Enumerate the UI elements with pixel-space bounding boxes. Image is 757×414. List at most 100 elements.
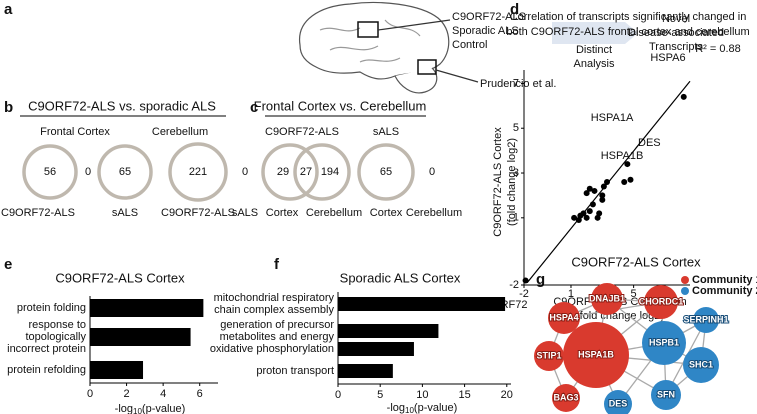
- set-label: Cerebellum: [306, 207, 362, 219]
- panel-letter: d: [510, 1, 519, 18]
- arrow-label: Analysis: [574, 58, 615, 70]
- venn-circle: [261, 143, 319, 201]
- set-label: Cortex: [266, 207, 299, 219]
- y-tick-label: 3: [513, 167, 519, 179]
- point: [627, 176, 634, 183]
- network-node: [642, 321, 686, 365]
- x-tick-label: 5: [377, 389, 383, 401]
- x-tick-label: 0: [335, 389, 341, 401]
- source-label: Prudencio et al.: [480, 78, 556, 90]
- x-tick-label: 10: [416, 389, 428, 401]
- node-label: DES: [609, 398, 628, 408]
- set-label: C9ORF72-ALS: [1, 207, 75, 219]
- set-label: Cortex: [370, 207, 403, 219]
- panel-title: C9ORF72-ALS vs. sporadic ALS: [28, 98, 216, 113]
- panel-letter: g: [536, 271, 545, 288]
- y-tick-label: proton transport: [256, 365, 334, 377]
- network-node: [644, 285, 678, 319]
- bar: [90, 361, 144, 379]
- set-label: Cerebellum: [406, 207, 462, 219]
- x-axis-label: -log10(p-value): [387, 402, 458, 414]
- annotation: DES: [638, 137, 661, 149]
- network-node: [651, 380, 681, 410]
- panel-letter: e: [4, 256, 12, 273]
- chart-title: Sporadic ALS Cortex: [340, 270, 461, 285]
- x-tick-label: 5: [631, 288, 637, 300]
- network-node: [563, 322, 629, 388]
- panel-title: Frontal Cortex vs. Cerebellum: [254, 98, 427, 113]
- group-label: Control: [452, 39, 487, 51]
- y-tick-label: protein refolding: [7, 364, 86, 376]
- legend-label: Community 2: [692, 285, 757, 297]
- annotation: HSPA1B: [601, 150, 644, 162]
- y-tick-label: 5: [513, 122, 519, 134]
- y-tick-label: 7: [513, 77, 519, 89]
- point: [624, 161, 631, 168]
- count: 0: [429, 166, 435, 178]
- y-tick-label: incorrect protein: [7, 343, 86, 355]
- result-label: Transcripts: [649, 41, 703, 53]
- annotation: HSPA6: [650, 52, 685, 64]
- venn-circle: [22, 144, 78, 200]
- count: 0: [242, 166, 248, 178]
- chart-title: Correlation of transcripts significantly…: [510, 11, 747, 23]
- bar: [338, 342, 414, 356]
- point: [577, 212, 584, 219]
- point: [599, 196, 606, 203]
- node-label: HSPA4: [549, 312, 578, 322]
- group-label: C9ORF72-ALS: [452, 11, 526, 23]
- count: 29: [277, 166, 289, 178]
- point: [586, 208, 593, 215]
- brain-outline: [299, 1, 450, 80]
- legend-swatch: [681, 287, 689, 295]
- count: 194: [321, 166, 339, 178]
- point: [599, 192, 606, 199]
- annotation: HSPA1A: [591, 112, 634, 124]
- pointer: [435, 69, 479, 83]
- y-tick-label: mitochondrial respiratory: [214, 292, 335, 304]
- bar: [90, 328, 191, 346]
- y-tick-label: 1: [513, 212, 519, 224]
- count: 65: [119, 166, 131, 178]
- y-axis-label: C9ORF72-ALS Cortex: [492, 127, 504, 237]
- x-tick-label: 15: [458, 389, 470, 401]
- point: [604, 178, 610, 185]
- point: [586, 185, 593, 192]
- point: [583, 190, 590, 197]
- group-label: sALS: [373, 126, 399, 138]
- network-node: [604, 390, 632, 414]
- venn-circle: [357, 143, 415, 201]
- node-label: SHC1: [689, 359, 713, 369]
- point: [571, 214, 578, 221]
- y-tick-label: metabolites and energy: [220, 331, 335, 343]
- node-label: HSPA1B: [578, 349, 614, 359]
- network-node: [591, 283, 623, 315]
- venn-circle: [168, 142, 228, 202]
- venn-circle: [97, 144, 153, 200]
- panel-title: C9ORF72-ALS Cortex: [571, 254, 701, 269]
- count: 27: [300, 166, 312, 178]
- arrow-label: Distinct: [576, 44, 612, 56]
- point: [594, 214, 601, 221]
- point: [583, 214, 590, 221]
- y-tick-label: response to: [29, 319, 86, 331]
- y-tick-label: oxidative phosphorylation: [210, 343, 334, 355]
- y-tick-label: chain complex assembly: [214, 304, 334, 316]
- set-label: sALS: [232, 207, 258, 219]
- point: [600, 183, 607, 190]
- network-node: [693, 307, 719, 333]
- annotation: R² = 0.88: [695, 43, 741, 55]
- point: [680, 93, 687, 100]
- node-label: STIP1: [536, 350, 561, 360]
- chart-title: both C9ORF72-ALS frontal cortex and cere…: [506, 26, 749, 38]
- y-tick-label: -2: [509, 279, 519, 291]
- region-label: Frontal Cortex: [40, 126, 110, 138]
- x-tick-label: 4: [160, 388, 166, 400]
- legend-label: Community 1: [692, 274, 757, 286]
- x-tick-label: 6: [197, 388, 203, 400]
- chart-title: C9ORF72-ALS Cortex: [55, 270, 185, 285]
- panel-letter: a: [4, 1, 13, 18]
- x-axis-label: -log10(p-value): [115, 403, 186, 414]
- group-label: C9ORF72-ALS: [265, 126, 339, 138]
